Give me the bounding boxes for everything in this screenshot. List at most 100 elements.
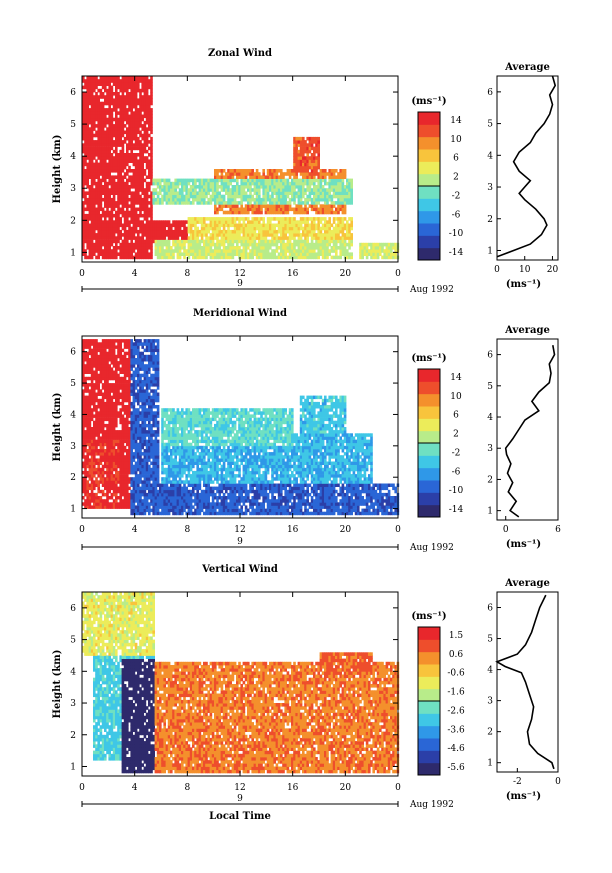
heatmap-cell [134, 191, 138, 195]
heatmap-cell [141, 175, 144, 179]
heatmap-cell [247, 217, 250, 221]
heatmap-cell [93, 79, 96, 83]
heatmap-cell [273, 217, 276, 221]
heatmap-cell [106, 194, 109, 199]
heatmap-cell [271, 185, 274, 189]
heatmap-cell [82, 133, 85, 138]
y-tick-label: 1 [70, 248, 76, 258]
heatmap-cell [104, 249, 107, 253]
heatmap-cell [161, 246, 164, 250]
heatmap-cell [95, 505, 98, 509]
heatmap-cell [214, 175, 217, 179]
heatmap-cell [150, 79, 153, 83]
heatmap-cell [88, 486, 92, 491]
heatmap-cell [90, 175, 94, 179]
heatmap-cell [86, 464, 89, 469]
heatmap-cell [86, 496, 89, 500]
heatmap-cell [218, 239, 221, 244]
heatmap-cell [145, 140, 149, 144]
heatmap-cell [137, 207, 140, 212]
heatmap-cell [163, 226, 166, 231]
heatmap-cell [167, 194, 171, 199]
heatmap-cell [288, 236, 292, 240]
heatmap-cell [82, 442, 85, 447]
heatmap-cell [222, 229, 226, 234]
x-tick-label: 12 [234, 269, 245, 279]
heatmap-cell [95, 480, 98, 484]
heatmap-cell [251, 246, 254, 250]
heatmap-cell [328, 239, 331, 244]
heatmap-cell [271, 204, 274, 208]
heatmap-cell [82, 436, 85, 440]
heatmap-cell [220, 217, 224, 221]
heatmap-cell [167, 191, 171, 195]
heatmap-cell [339, 223, 342, 228]
heatmap-cell [128, 249, 131, 253]
heatmap-cell [104, 405, 107, 409]
heatmap-cell [130, 414, 133, 418]
heatmap-cell [174, 239, 177, 244]
heatmap-cell [365, 246, 369, 250]
heatmap-cell [99, 401, 103, 406]
heatmap-cell [126, 197, 129, 202]
heatmap-cell [115, 477, 118, 481]
heatmap-cell [86, 420, 89, 425]
heatmap-cell [123, 140, 127, 144]
heatmap-cell [95, 361, 98, 365]
heatmap-cell [387, 255, 391, 260]
heatmap-cell [95, 194, 98, 199]
heatmap-cell [84, 175, 87, 179]
heatmap-cell [260, 249, 263, 253]
heatmap-cell [126, 229, 129, 234]
heatmap-cell [251, 207, 254, 212]
heatmap-cell [376, 249, 380, 253]
heatmap-cell [145, 156, 149, 160]
heatmap-cell [343, 204, 347, 208]
heatmap-cell [196, 239, 199, 244]
heatmap-cell [297, 136, 301, 141]
heatmap-cell [130, 361, 133, 365]
heatmap-cell [181, 201, 184, 205]
heatmap-cell [123, 386, 127, 390]
heatmap-cell [337, 220, 340, 224]
average-y-tick-label: 5 [487, 120, 493, 130]
heatmap-cell [189, 194, 193, 199]
heatmap-cell [82, 169, 85, 173]
heatmap-cell [156, 191, 160, 195]
heatmap-cell [104, 213, 107, 218]
heatmap-cell [165, 223, 169, 228]
heatmap-cell [130, 124, 133, 128]
heatmap-cell [240, 236, 243, 240]
heatmap-cell [225, 172, 228, 176]
heatmap-cell [332, 172, 336, 176]
heatmap-cell [141, 153, 144, 157]
heatmap-cell [216, 229, 219, 234]
heatmap-cell [249, 188, 252, 192]
heatmap-cell [112, 133, 116, 138]
heatmap-cell [145, 188, 149, 192]
heatmap-cell [93, 452, 96, 456]
heatmap-cell [211, 191, 215, 195]
heatmap-cell [121, 255, 125, 260]
heatmap-cell [106, 204, 109, 208]
heatmap-cell [242, 223, 246, 228]
heatmap-cell [231, 252, 235, 256]
heatmap-cell [101, 401, 105, 406]
heatmap-cell [126, 405, 129, 409]
heatmap-cell [117, 156, 120, 160]
heatmap-cell [302, 185, 305, 189]
heatmap-cell [88, 114, 92, 119]
heatmap-cell [101, 76, 105, 80]
heatmap-cell [108, 229, 111, 234]
heatmap-cell [264, 246, 268, 250]
heatmap-cell [326, 172, 329, 176]
heatmap-cell [128, 496, 131, 500]
heatmap-cell [167, 249, 171, 253]
heatmap-cell [93, 127, 96, 131]
heatmap-cell [348, 236, 351, 240]
heatmap-cell [139, 223, 142, 228]
heatmap-cell [293, 188, 296, 192]
heatmap-cell [123, 445, 127, 450]
heatmap-cell [348, 217, 351, 221]
